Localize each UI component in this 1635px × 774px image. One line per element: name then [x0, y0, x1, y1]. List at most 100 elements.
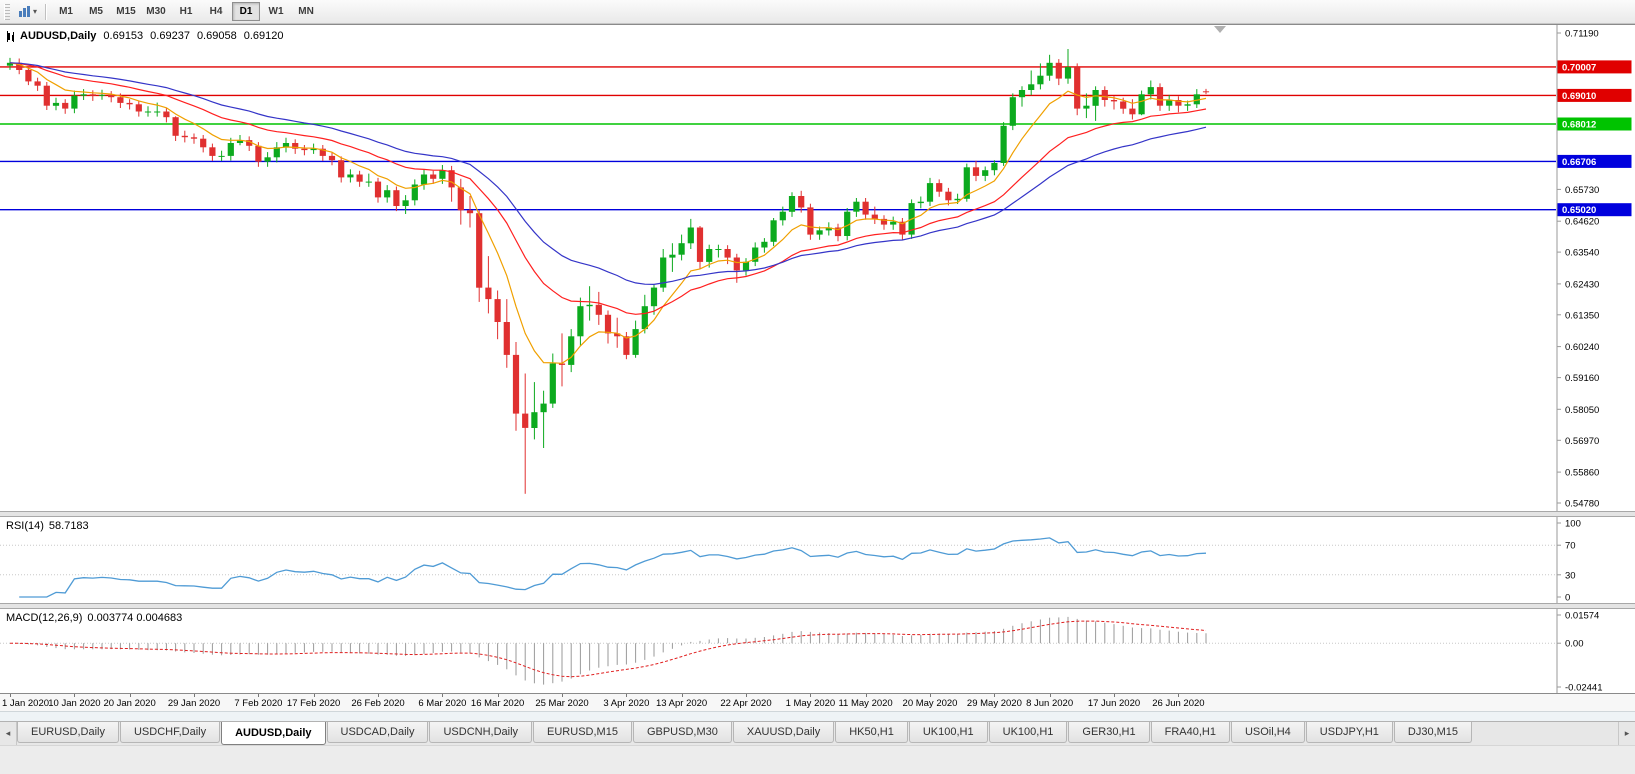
- level-lines[interactable]: 0.70007 0.69010 0.68012 0.66706 0.65020: [0, 60, 1632, 217]
- macd-histogram: [18, 616, 1207, 685]
- svg-text:0.69010: 0.69010: [1562, 91, 1596, 102]
- time-axis-tick: [497, 694, 499, 697]
- svg-text:0.65730: 0.65730: [1565, 185, 1599, 196]
- time-axis-tick: [258, 694, 260, 697]
- time-axis-tick: [994, 694, 996, 697]
- time-axis-label: 10 Jan 2020: [48, 698, 101, 709]
- chart-tab-bar: ◂ EURUSD,Daily USDCHF,Daily AUDUSD,Daily US…: [0, 721, 1635, 745]
- time-axis-label: 26 Jun 2020: [1152, 698, 1205, 709]
- chart-tab-fra40-h1[interactable]: FRA40,H1: [1150, 722, 1230, 743]
- svg-text:0.66706: 0.66706: [1562, 157, 1596, 168]
- macd-axis[interactable]: 0.01574 0.00 -0.02441: [1556, 609, 1603, 693]
- time-axis-label: 11 May 2020: [838, 698, 893, 709]
- chart-tab-eurusd-m15[interactable]: EURUSD,M15: [533, 722, 632, 743]
- symbol-timeframe-text: AUDUSD,Daily: [20, 30, 97, 42]
- time-axis-tick: [810, 694, 812, 697]
- macd-chart-canvas[interactable]: 0.01574 0.00 -0.02441: [0, 609, 1635, 693]
- chart-tab-gbpusd-m30[interactable]: GBPUSD,M30: [632, 722, 732, 743]
- rsi-axis[interactable]: 100 70 30 0: [1556, 517, 1581, 604]
- horizontal-scroll-strip[interactable]: [0, 711, 1635, 721]
- chart-tab-usdjpy-h1[interactable]: USDJPY,H1: [1305, 722, 1393, 743]
- time-axis-tick: [10, 694, 11, 697]
- high-value: 0.69237: [150, 30, 190, 42]
- close-value: 0.69120: [243, 30, 284, 42]
- chart-tab-audusd-daily[interactable]: AUDUSD,Daily: [221, 722, 326, 745]
- tabs-scroll-right-button[interactable]: ▸: [1618, 722, 1635, 745]
- chart-tab-usoil-h4[interactable]: USOil,H4: [1230, 722, 1305, 743]
- time-axis-tick: [313, 694, 315, 697]
- timeframe-button-m1[interactable]: M1: [52, 2, 80, 21]
- svg-text:0.56970: 0.56970: [1565, 436, 1599, 447]
- svg-text:0.00: 0.00: [1565, 639, 1584, 650]
- macd-pane: 0.01574 0.00 -0.02441 MACD(12,26,9) 0.0037…: [0, 609, 1635, 693]
- time-axis[interactable]: 1 Jan 2020 10 Jan 2020 20 Jan 2020 29 Jan 2…: [0, 693, 1635, 711]
- time-axis-label: 6 Mar 2020: [418, 698, 467, 709]
- time-axis-label: 17 Feb 2020: [286, 698, 341, 709]
- toolbar-grip[interactable]: [4, 3, 10, 20]
- svg-text:0.60240: 0.60240: [1565, 342, 1599, 353]
- svg-text:0.59160: 0.59160: [1565, 373, 1599, 384]
- candles-layer[interactable]: [6, 49, 1210, 494]
- time-axis-label: 17 Jun 2020: [1087, 698, 1141, 709]
- timeframe-button-m15[interactable]: M15: [112, 2, 140, 21]
- timeframe-button-m5[interactable]: M5: [82, 2, 110, 21]
- time-axis-tick: [194, 694, 195, 697]
- chart-tab-hk50-h1[interactable]: HK50,H1: [835, 722, 908, 743]
- timeframe-button-mn[interactable]: MN: [292, 2, 320, 21]
- time-axis-tick: [129, 694, 131, 697]
- chart-tab-eurusd-daily[interactable]: EURUSD,Daily: [17, 722, 119, 743]
- svg-text:0.54780: 0.54780: [1565, 499, 1599, 510]
- chart-tab-ger30-h1[interactable]: GER30,H1: [1068, 722, 1150, 743]
- chart-tabs: EURUSD,Daily USDCHF,Daily AUDUSD,Daily USDC…: [17, 722, 1473, 745]
- chevron-down-icon: ▾: [33, 6, 38, 16]
- chart-tab-uk100-h1[interactable]: UK100,H1: [908, 722, 988, 743]
- svg-text:0.63540: 0.63540: [1565, 248, 1599, 259]
- svg-text:0.62430: 0.62430: [1565, 279, 1599, 290]
- price-axis[interactable]: 0.71190 0.65730 0.64620 0.63540 0.62430 0.613…: [1556, 25, 1599, 511]
- chart-tab-dj30-m15[interactable]: DJ30,M15: [1393, 722, 1473, 743]
- chart-tab-usdcnh-daily[interactable]: USDCNH,Daily: [429, 722, 533, 743]
- chart-shift-marker-icon: [1214, 26, 1226, 33]
- timeframe-button-m30[interactable]: M30: [142, 2, 170, 21]
- pane-divider-macd[interactable]: [0, 603, 1635, 609]
- time-axis-tick: [74, 694, 76, 697]
- time-axis-tick: [378, 694, 379, 697]
- time-axis-label: 3 Apr 2020: [603, 698, 650, 709]
- time-axis-tick: [1049, 694, 1051, 697]
- svg-text:0.70007: 0.70007: [1562, 62, 1596, 73]
- periods-menu-icon[interactable]: ▾: [14, 3, 41, 20]
- tabs-scroll-left-button[interactable]: ◂: [0, 722, 17, 745]
- rsi-label: RSI(14) 58.7183: [6, 520, 89, 532]
- timeframe-button-d1[interactable]: D1: [232, 2, 261, 21]
- svg-text:0.64620: 0.64620: [1565, 217, 1599, 228]
- macd-label: MACD(12,26,9) 0.003774 0.004683: [6, 612, 182, 624]
- time-axis-tick: [746, 694, 747, 697]
- chart-tab-xauusd-daily[interactable]: XAUUSD,Daily: [732, 722, 835, 743]
- svg-text:100: 100: [1565, 519, 1581, 530]
- time-axis-label: 20 Jan 2020: [103, 698, 156, 709]
- macd-signal-line: [9, 620, 1207, 678]
- price-chart-canvas[interactable]: 0.71190 0.65730 0.64620 0.63540 0.62430 0.613…: [0, 25, 1635, 511]
- timeframe-button-w1[interactable]: W1: [262, 2, 290, 21]
- time-axis-label: 13 Apr 2020: [655, 698, 708, 709]
- time-axis-tick: [930, 694, 931, 697]
- svg-text:30: 30: [1565, 570, 1576, 581]
- timeframe-button-h1[interactable]: H1: [172, 2, 200, 21]
- chart-tab-usdchf-daily[interactable]: USDCHF,Daily: [119, 722, 221, 743]
- time-axis-tick: [1114, 694, 1115, 697]
- chart-tab-uk100-h1[interactable]: UK100,H1: [988, 722, 1068, 743]
- time-axis-tick: [442, 694, 444, 697]
- time-axis-tick: [562, 694, 563, 697]
- toolbar-separator: [45, 3, 48, 20]
- time-axis-tick: [865, 694, 867, 697]
- rsi-name: RSI(14): [6, 520, 44, 532]
- chart-tab-usdcad-daily[interactable]: USDCAD,Daily: [326, 722, 429, 743]
- timeframe-button-h4[interactable]: H4: [202, 2, 230, 21]
- time-axis-tick: [626, 694, 628, 697]
- rsi-chart-canvas[interactable]: 100 70 30 0: [0, 517, 1635, 603]
- pane-divider-rsi[interactable]: [0, 511, 1635, 517]
- rsi-line: [19, 537, 1207, 598]
- rsi-current-value: 58.7183: [48, 520, 89, 532]
- svg-text:0: 0: [1565, 593, 1570, 604]
- low-value: 0.69058: [196, 30, 237, 42]
